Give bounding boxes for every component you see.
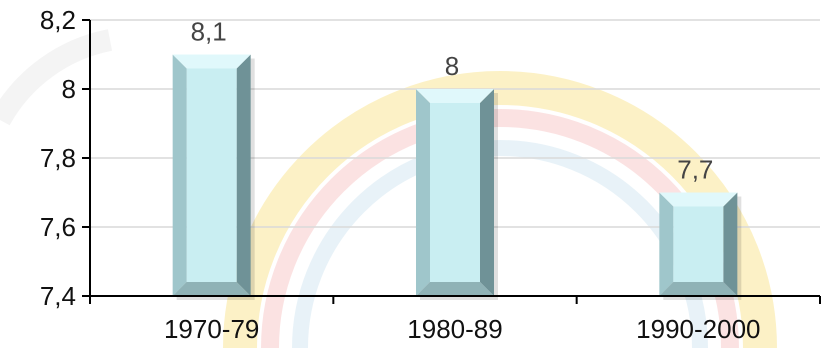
data-label: 8: [445, 51, 459, 81]
bars: [172, 54, 742, 300]
x-tick-label: 1990-2000: [636, 314, 760, 344]
labels: 7,4 7,6 7,8 8 8,2 8,1 1970-79 8 1980-89 7,7 1990-2…: [40, 5, 761, 344]
y-tick-label: 8,2: [40, 5, 76, 35]
data-label: 7,7: [677, 155, 713, 185]
background-watermark: [0, 29, 777, 348]
y-tick-label: 7,6: [40, 212, 76, 242]
x-tick-label: 1970-79: [164, 314, 259, 344]
x-tick-label: 1980-89: [407, 314, 502, 344]
data-label: 8,1: [191, 17, 227, 47]
y-tick-label: 8: [62, 74, 76, 104]
bar-1980-89: [416, 89, 498, 300]
bar-1970-79: [172, 54, 255, 300]
y-tick-label: 7,4: [40, 281, 76, 311]
y-tick-label: 7,8: [40, 143, 76, 173]
axes: [82, 19, 821, 304]
bar-1990-2000: [659, 192, 742, 300]
